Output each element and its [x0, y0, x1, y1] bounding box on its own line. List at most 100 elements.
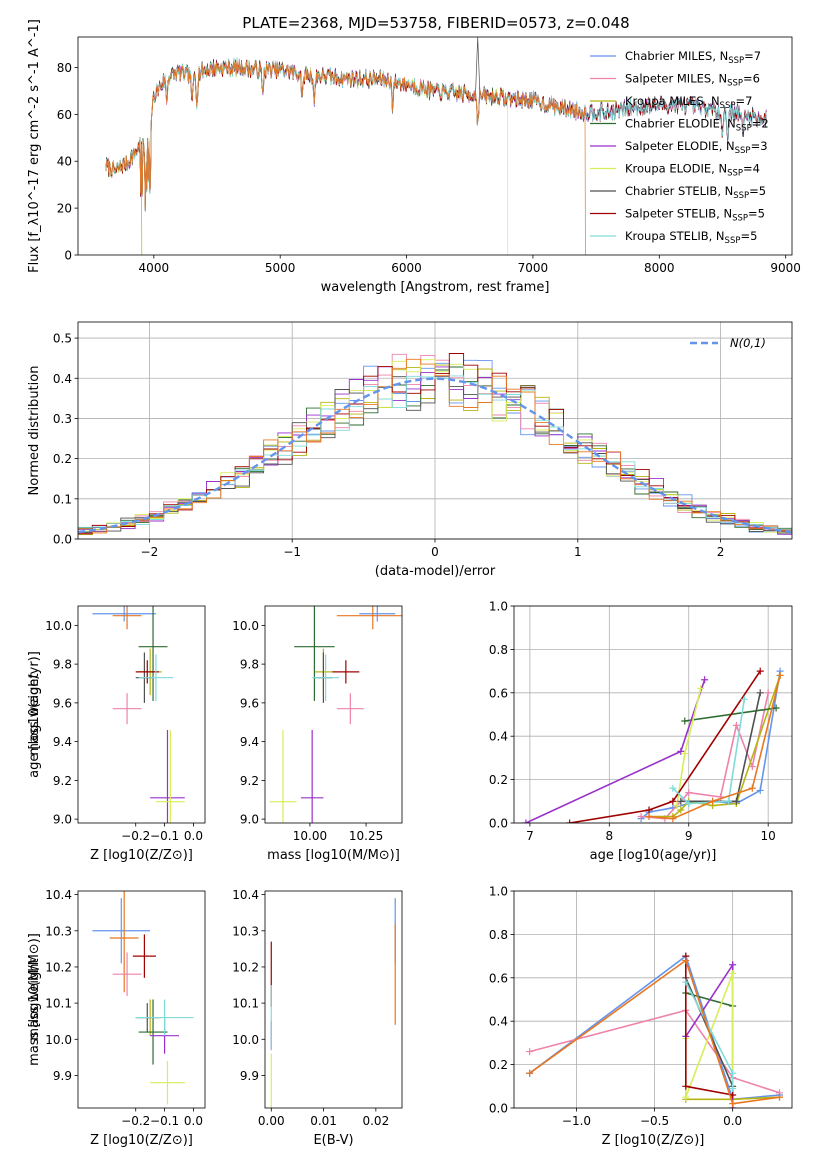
panels: 4000 5000 6000 7000 8000 9000020406080wavelen… [27, 19, 801, 1148]
series-marker-chabrier_elodie [772, 704, 780, 712]
legend-label: Chabrier ELODIE, NSSP=2 [625, 117, 769, 134]
x-tick-label: 9 [685, 829, 693, 843]
legend-label: Chabrier MILES, NSSP=7 [625, 49, 761, 66]
y-axis-label: Flux [f_λ10^-17 erg cm^-2 s^-1 A^-1] [27, 19, 42, 273]
histogram-orange [78, 358, 792, 534]
x-axis-label: E(B-V) [313, 1133, 353, 1148]
legend-label: Kroupa STELIB, NSSP=5 [625, 229, 757, 246]
x-tick-label: 6000 [391, 261, 422, 275]
panel-mass_vs_ebv: 0.00 0.01 0.02 9.9 10.0 10.1 10.2 10.3 10.4 E(B-V… [232, 888, 403, 1148]
series-marker-orange [776, 1093, 784, 1101]
plot-area [526, 952, 784, 1108]
x-tick-label: 0.00 [258, 1114, 285, 1128]
series-marker-salpeter_miles [526, 1048, 534, 1056]
y-tick-label: 0.8 [489, 643, 508, 657]
y-tick-label: 1.0 [489, 600, 508, 614]
y-tick-label: 9.8 [240, 658, 259, 672]
series-marker-salpeter_elodie [677, 747, 685, 755]
series-marker-chabrier_stelib [732, 797, 740, 805]
x-tick-label: −0.5 [640, 1114, 669, 1128]
series-marker-chabrier_elodie [681, 717, 689, 725]
series-marker-salpeter_miles [748, 763, 756, 771]
legend: Chabrier MILES, NSSP=7 Salpeter MILES, NS… [590, 49, 769, 246]
y-tick-label: 10.0 [232, 619, 259, 633]
y-tick-label: 0.4 [489, 730, 508, 744]
x-tick-label: 10 [761, 829, 776, 843]
x-axis-label: age [log10(age/yr)] [590, 848, 717, 863]
x-tick-label: 0.01 [310, 1114, 337, 1128]
series-marker-salpeter_miles [685, 789, 693, 797]
axes-frame [264, 890, 403, 1109]
panel-weight_vs_Z: −1.0 −0.5 0.0 0.0 0.2 0.4 0.6 0.8 1.0 Z [log10(Z/… [27, 885, 793, 1148]
series-marker-kroupa_stelib [740, 695, 748, 703]
axes-frame [513, 890, 793, 1109]
y-tick-label: 0.1 [53, 492, 72, 506]
y-tick-label: 9.9 [240, 1069, 259, 1083]
x-axis-label: wavelength [Angstrom, rest frame] [321, 280, 550, 295]
legend-label: Salpeter STELIB, NSSP=5 [625, 207, 765, 224]
y-tick-label: 0.5 [53, 332, 72, 346]
axes-frame [77, 890, 206, 1109]
x-tick-label: 0.0 [184, 1114, 203, 1128]
spectrum-line-orange [105, 60, 586, 255]
series-line-chabrier_stelib [680, 692, 761, 803]
y-tick-label: 0.0 [489, 1102, 508, 1116]
series-marker-salpeter_stelib [682, 1082, 690, 1090]
x-tick-label: 2 [717, 545, 725, 559]
series-marker-kroupa_stelib [729, 1069, 737, 1077]
y-tick-label: 10.1 [232, 997, 259, 1011]
x-tick-label: 9000 [770, 261, 801, 275]
panel-residual_histogram: −2 −1 0 1 2 0.0 0.1 0.2 0.3 0.4 0.5 (data-model)/er… [27, 321, 793, 579]
y-tick-label: 1.0 [489, 885, 508, 899]
y-tick-label: 0.4 [489, 1015, 508, 1029]
panel-spectrum: 4000 5000 6000 7000 8000 9000 0 20 40 60 80 wavelen… [27, 19, 801, 295]
y-tick-label: 60 [57, 108, 72, 122]
series-marker-kroupa_stelib [669, 784, 677, 792]
series-marker-salpeter_miles [732, 721, 740, 729]
plot-area [105, 37, 767, 255]
series-marker-kroupa_stelib [682, 978, 690, 986]
panel-age_vs_Z: −0.2 −0.1 0.0 9.0 9.2 9.4 9.6 9.8 10.0 Z [log10(Z… [27, 605, 206, 863]
y-tick-label: 10.4 [45, 888, 72, 902]
x-axis-label: Z [log10(Z/Z⊙)] [602, 1133, 705, 1148]
x-tick-label: 0 [431, 545, 439, 559]
series-marker-kroupa_stelib [729, 1084, 737, 1092]
x-tick-label: −0.2 [121, 829, 150, 843]
y-tick-label: 9.4 [240, 735, 259, 749]
x-tick-label: 0.0 [723, 1114, 742, 1128]
series-marker-orange [682, 956, 690, 964]
series-marker-salpeter_elodie [729, 961, 737, 969]
x-tick-label: 10.25 [349, 829, 383, 843]
axes-frame [513, 605, 793, 824]
y-tick-label: 0.0 [489, 817, 508, 831]
series-marker-kroupa_elodie [682, 1093, 690, 1101]
panel-age_vs_mass: 10.00 10.25 9.0 9.2 9.4 9.6 9.8 10.0 mass [log10… [232, 605, 403, 863]
series-marker-chabrier_stelib [677, 797, 685, 805]
series-marker-kroupa_elodie [729, 969, 737, 977]
series-marker-kroupa_elodie [697, 684, 705, 692]
series-marker-salpeter_stelib [645, 806, 653, 814]
y-tick-label: 0.4 [53, 372, 72, 386]
spectrum-line-kroupa_stelib [105, 57, 767, 207]
series-marker-salpeter_miles [764, 689, 772, 697]
axes-frame [264, 605, 403, 824]
series-marker-orange [709, 797, 717, 805]
x-tick-label: −0.2 [121, 1114, 150, 1128]
y-axis-label: age [log10(age/yr)] [27, 651, 42, 778]
y-tick-label: 20 [57, 202, 72, 216]
series-line-kroupa_miles [649, 675, 781, 818]
y-tick-label: 9.2 [53, 774, 72, 788]
y-tick-label: 0.2 [489, 1058, 508, 1072]
series-marker-kroupa_stelib [724, 797, 732, 805]
series-line-salpeter_stelib [569, 670, 761, 823]
x-tick-label: 0.0 [184, 829, 203, 843]
y-tick-label: 0.3 [53, 412, 72, 426]
series-marker-salpeter_elodie [522, 819, 530, 823]
y-tick-label: 9.8 [53, 658, 72, 672]
gaussian-curve [78, 377, 792, 534]
series-marker-salpeter_elodie [701, 676, 709, 684]
series-marker-orange [776, 671, 784, 679]
y-tick-label: 9.0 [240, 813, 259, 827]
series-marker-salpeter_stelib [669, 797, 677, 805]
x-tick-label: 4000 [139, 261, 170, 275]
